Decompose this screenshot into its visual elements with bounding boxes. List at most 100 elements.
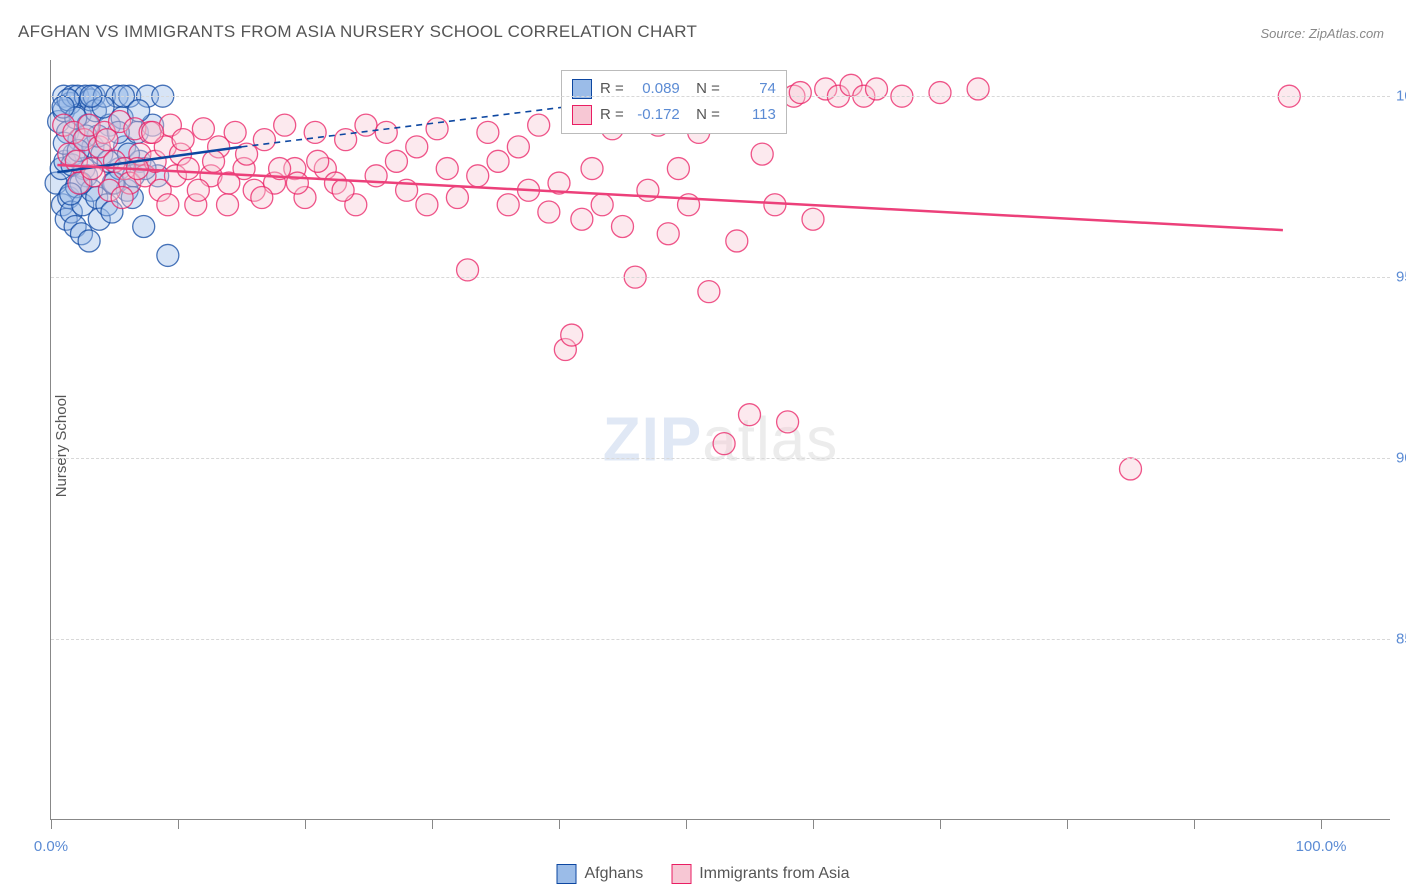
x-tick	[1194, 819, 1195, 829]
scatter-point	[78, 230, 100, 252]
scatter-point	[157, 244, 179, 266]
scatter-point	[929, 82, 951, 104]
x-tick	[1067, 819, 1068, 829]
scatter-point	[477, 121, 499, 143]
scatter-point	[355, 114, 377, 136]
scatter-point	[133, 215, 155, 237]
scatter-point	[177, 158, 199, 180]
scatter-point	[667, 158, 689, 180]
scatter-point	[591, 194, 613, 216]
scatter-point	[142, 121, 164, 143]
gridline-h	[51, 96, 1390, 97]
scatter-point	[192, 118, 214, 140]
scatter-point	[375, 121, 397, 143]
scatter-point	[332, 179, 354, 201]
scatter-point	[1120, 458, 1142, 480]
chart-container: AFGHAN VS IMMIGRANTS FROM ASIA NURSERY S…	[0, 0, 1406, 892]
x-tick	[940, 819, 941, 829]
legend-row: R = -0.172 N = 113	[572, 102, 776, 128]
scatter-point	[203, 150, 225, 172]
scatter-point	[172, 129, 194, 151]
scatter-point	[253, 129, 275, 151]
scatter-point	[487, 150, 509, 172]
scatter-point	[777, 411, 799, 433]
legend-swatch	[671, 864, 691, 884]
x-tick	[178, 819, 179, 829]
scatter-point	[467, 165, 489, 187]
scatter-point	[385, 150, 407, 172]
scatter-point	[581, 158, 603, 180]
scatter-point	[224, 121, 246, 143]
chart-svg	[51, 60, 1390, 819]
scatter-point	[561, 324, 583, 346]
gridline-h	[51, 639, 1390, 640]
scatter-point	[304, 121, 326, 143]
scatter-point	[764, 194, 786, 216]
correlation-legend: R = 0.089 N = 74 R = -0.172 N = 113	[561, 70, 787, 134]
scatter-point	[497, 194, 519, 216]
y-tick-label: 90.0%	[1396, 450, 1406, 467]
x-tick	[305, 819, 306, 829]
scatter-point	[157, 194, 179, 216]
scatter-point	[802, 208, 824, 230]
scatter-point	[307, 150, 329, 172]
y-tick-label: 85.0%	[1396, 631, 1406, 648]
x-tick	[432, 819, 433, 829]
gridline-h	[51, 458, 1390, 459]
legend-n-label: N =	[688, 76, 720, 102]
scatter-point	[426, 118, 448, 140]
legend-n-value: 74	[728, 76, 776, 102]
scatter-point	[217, 194, 239, 216]
scatter-point	[528, 114, 550, 136]
legend-n-value: 113	[728, 102, 776, 128]
x-tick	[51, 819, 52, 829]
scatter-point	[406, 136, 428, 158]
series-legend-item: Immigrants from Asia	[671, 864, 849, 884]
scatter-point	[274, 114, 296, 136]
y-tick-label: 95.0%	[1396, 269, 1406, 286]
legend-swatch	[557, 864, 577, 884]
x-tick	[686, 819, 687, 829]
x-tick	[1321, 819, 1322, 829]
scatter-point	[187, 179, 209, 201]
scatter-point	[538, 201, 560, 223]
legend-r-value: -0.172	[632, 102, 680, 128]
scatter-point	[251, 187, 273, 209]
legend-row: R = 0.089 N = 74	[572, 76, 776, 102]
legend-n-label: N =	[688, 102, 720, 128]
scatter-point	[726, 230, 748, 252]
legend-swatch	[572, 105, 592, 125]
scatter-point	[335, 129, 357, 151]
source-label: Source: ZipAtlas.com	[1260, 26, 1384, 41]
scatter-point	[507, 136, 529, 158]
x-tick-label: 0.0%	[34, 838, 68, 855]
legend-r-label: R =	[600, 76, 624, 102]
gridline-h	[51, 277, 1390, 278]
scatter-point	[657, 223, 679, 245]
scatter-point	[789, 82, 811, 104]
scatter-point	[111, 187, 133, 209]
x-tick	[559, 819, 560, 829]
scatter-point	[612, 215, 634, 237]
scatter-point	[96, 129, 118, 151]
x-tick	[813, 819, 814, 829]
series-legend-item: Afghans	[557, 864, 644, 884]
scatter-point	[286, 172, 308, 194]
series-legend: Afghans Immigrants from Asia	[557, 864, 850, 884]
scatter-point	[571, 208, 593, 230]
scatter-point	[739, 404, 761, 426]
legend-r-label: R =	[600, 102, 624, 128]
scatter-point	[698, 281, 720, 303]
scatter-point	[416, 194, 438, 216]
y-tick-label: 100.0%	[1396, 88, 1406, 105]
legend-label: Afghans	[585, 865, 644, 883]
scatter-point	[713, 433, 735, 455]
plot-area: ZIPatlas R =0.089 N =74R =-0.172 N =113 …	[50, 60, 1390, 820]
x-tick-label: 100.0%	[1296, 838, 1347, 855]
scatter-point	[751, 143, 773, 165]
scatter-point	[436, 158, 458, 180]
legend-label: Immigrants from Asia	[699, 865, 849, 883]
chart-title: AFGHAN VS IMMIGRANTS FROM ASIA NURSERY S…	[18, 22, 697, 42]
scatter-point	[446, 187, 468, 209]
legend-r-value: 0.089	[632, 76, 680, 102]
